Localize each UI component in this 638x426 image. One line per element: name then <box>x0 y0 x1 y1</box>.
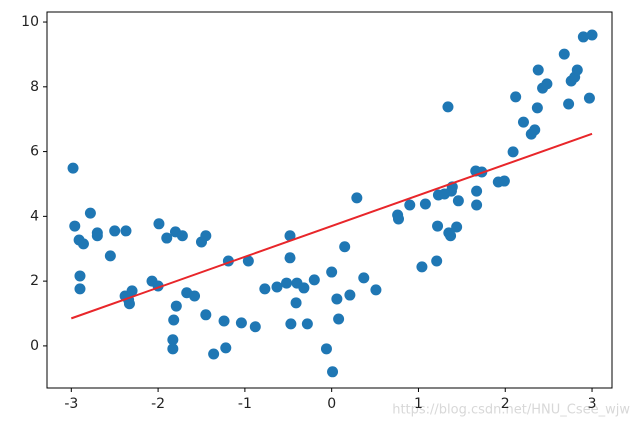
point <box>442 101 454 113</box>
point <box>104 250 116 262</box>
point <box>281 277 293 289</box>
point <box>320 343 332 355</box>
point <box>529 124 541 136</box>
point <box>176 230 188 242</box>
y-tick-label: 6 <box>30 144 39 160</box>
point <box>74 283 86 295</box>
point <box>161 232 173 244</box>
point <box>301 318 313 330</box>
point <box>249 321 261 333</box>
point <box>126 285 138 297</box>
point <box>308 274 320 286</box>
point <box>339 241 351 253</box>
point <box>84 207 96 219</box>
watermark: https://blog.csdn.net/HNU_Csee_wjw <box>392 403 630 418</box>
plot-frame <box>46 11 613 389</box>
point <box>167 334 179 346</box>
point <box>404 199 416 211</box>
point <box>451 221 463 233</box>
point <box>471 185 483 197</box>
point <box>67 162 79 174</box>
point <box>259 283 271 295</box>
point <box>432 220 444 232</box>
point <box>577 31 589 43</box>
point <box>445 230 457 242</box>
point <box>189 290 201 302</box>
y-tick-label: 4 <box>30 208 39 224</box>
point <box>200 230 212 242</box>
point <box>558 48 570 60</box>
point <box>285 318 297 330</box>
point <box>168 314 180 326</box>
x-tick-label: 1 <box>414 396 423 412</box>
point <box>531 102 543 114</box>
point <box>69 220 81 232</box>
point <box>416 261 428 273</box>
point <box>284 230 296 242</box>
point <box>120 225 132 237</box>
point <box>541 78 553 90</box>
point <box>517 116 529 128</box>
x-tick-label: -1 <box>238 396 252 412</box>
point <box>333 313 345 325</box>
point <box>208 348 220 360</box>
point <box>91 230 103 242</box>
point <box>507 146 519 158</box>
point <box>153 218 165 230</box>
point <box>242 255 254 267</box>
point <box>419 198 431 210</box>
point <box>170 300 182 312</box>
point <box>326 266 338 278</box>
point <box>583 92 595 104</box>
fit-line <box>70 132 593 320</box>
point <box>344 289 356 301</box>
point <box>220 342 232 354</box>
point <box>77 238 89 250</box>
point <box>290 297 302 309</box>
point <box>452 195 464 207</box>
y-tick-label: 2 <box>30 273 39 289</box>
point <box>218 315 230 327</box>
point <box>563 98 575 110</box>
point <box>351 192 363 204</box>
point <box>586 29 598 41</box>
y-tick-label: 0 <box>30 338 39 354</box>
point <box>123 298 135 310</box>
x-tick-label: 3 <box>588 396 597 412</box>
point <box>298 282 310 294</box>
point <box>284 252 296 264</box>
point <box>431 255 443 267</box>
point <box>200 309 212 321</box>
point <box>532 64 544 76</box>
point <box>358 272 370 284</box>
y-tick-label: 10 <box>21 14 39 30</box>
y-tick-label: 8 <box>30 79 39 95</box>
point <box>109 225 121 237</box>
point <box>74 270 86 282</box>
x-tick-label: 2 <box>501 396 510 412</box>
point <box>271 281 283 293</box>
x-tick-label: -3 <box>64 396 78 412</box>
point <box>498 175 510 187</box>
x-tick-label: 0 <box>327 396 336 412</box>
point <box>235 317 247 329</box>
x-tick-label: -2 <box>151 396 165 412</box>
point <box>471 199 483 211</box>
point <box>392 213 404 225</box>
point <box>327 366 339 378</box>
point <box>571 64 583 76</box>
point <box>370 284 382 296</box>
point <box>167 343 179 355</box>
point <box>331 293 343 305</box>
point <box>510 91 522 103</box>
